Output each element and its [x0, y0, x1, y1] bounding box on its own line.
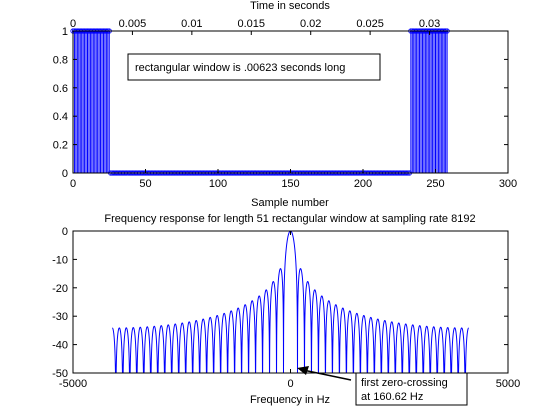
x-tick-label: 5000 [496, 378, 520, 390]
top-y-ticks: 0 0.2 0.4 0.6 0.8 1 [53, 26, 508, 180]
window-length-annotation-box [127, 53, 381, 81]
bottom-subplot: Frequency response for length 51 rectang… [52, 213, 520, 406]
y-tick-label: -50 [52, 368, 68, 380]
y-tick-label: -30 [52, 311, 68, 323]
zero-crossing-arrowhead [297, 366, 309, 375]
bottom-y-ticks: 0 -10 -20 -30 -40 -50 [52, 226, 508, 380]
y-tick-label: 1 [62, 26, 68, 38]
y-tick-label: 0.8 [53, 54, 68, 66]
zero-crossing-annotation-line-1: first zero-crossing [361, 377, 448, 389]
y-tick-label: 0 [62, 226, 68, 238]
x-tick-label: 200 [354, 178, 372, 190]
top-bottom-ticks: 0 50 100 150 200 250 300 [70, 169, 517, 190]
y-tick-label: -20 [52, 283, 68, 295]
time-tick-label: 0.015 [238, 18, 266, 30]
y-tick-label: 0 [62, 168, 68, 180]
x-tick-label: 0 [70, 178, 76, 190]
y-tick-label: -10 [52, 254, 68, 266]
time-tick-label: 0.005 [119, 18, 147, 30]
x-tick-label: 100 [209, 178, 227, 190]
time-tick-label: 0 [70, 18, 76, 30]
y-tick-label: 0.4 [53, 111, 68, 123]
window-length-annotation: rectangular window is .00623 seconds lon… [135, 62, 345, 74]
bottom-x-axis-label: Frequency in Hz [250, 394, 330, 406]
y-tick-label: 0.2 [53, 140, 68, 152]
y-tick-label: 0.6 [53, 83, 68, 95]
x-tick-label: 250 [426, 178, 444, 190]
top-subplot: 0 50 100 150 200 250 300 0 0.005 0.01 0.015 0.02 0.… [53, 0, 517, 209]
zero-crossing-arrow [302, 369, 352, 381]
zero-crossing-annotation-line-2: at 160.62 Hz [361, 391, 423, 403]
top-time-axis-label: Time in seconds [250, 0, 330, 12]
time-tick-label: 0.01 [181, 18, 202, 30]
x-tick-label: 50 [139, 178, 151, 190]
zero-crossing-annotation-box [355, 372, 468, 406]
x-tick-label: 150 [281, 178, 299, 190]
x-tick-label: -5000 [59, 378, 87, 390]
time-tick-label: 0.02 [300, 18, 321, 30]
x-tick-label: 0 [287, 378, 293, 390]
top-top-ticks: 0 0.005 0.01 0.015 0.02 0.025 0.03 [70, 18, 440, 35]
bottom-chart-title: Frequency response for length 51 rectang… [104, 213, 475, 225]
time-tick-label: 0.025 [356, 18, 384, 30]
time-tick-label: 0.03 [419, 18, 440, 30]
bottom-x-ticks: -5000 0 5000 [59, 231, 520, 390]
x-tick-label: 300 [499, 178, 517, 190]
y-tick-label: -40 [52, 340, 68, 352]
bottom-plot-area [73, 231, 508, 373]
top-x-axis-label: Sample number [251, 197, 329, 209]
